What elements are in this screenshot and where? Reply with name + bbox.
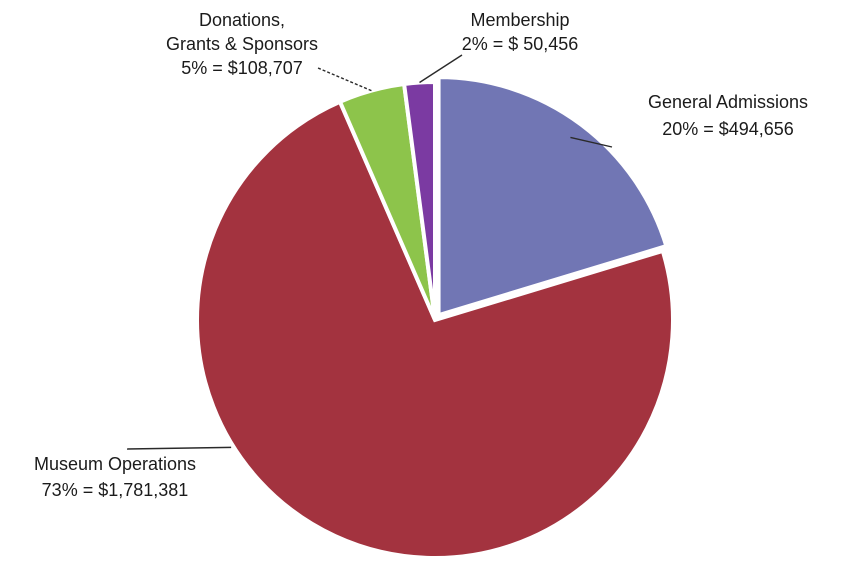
slice-label-line: 73% = $1,781,381 — [42, 480, 189, 500]
slice-label-line: Membership — [470, 10, 569, 30]
slice-label-line: 20% = $494,656 — [662, 119, 794, 139]
pie-slice-general-admissions — [436, 75, 669, 318]
leader-line-membership — [419, 54, 463, 84]
pie-slices — [195, 75, 675, 560]
slice-label-line: 2% = $ 50,456 — [462, 34, 579, 54]
slice-label-line: General Admissions — [648, 92, 808, 112]
slice-label-membership: Membership 2% = $ 50,456 — [462, 10, 579, 54]
slice-label-general-admissions: General Admissions 20% = $494,656 — [648, 92, 808, 139]
leader-line-donations-grants-sponsors — [317, 67, 372, 92]
slice-label-line: Museum Operations — [34, 454, 196, 474]
slice-labels: General Admissions 20% = $494,656 Museum O… — [34, 10, 808, 500]
slice-label-line: Grants & Sponsors — [166, 34, 318, 54]
leader-line-general-admissions — [570, 136, 613, 148]
pie-slice-museum-operations — [195, 99, 675, 560]
slice-label-line: 5% = $108,707 — [181, 58, 303, 78]
leader-line-museum-operations — [126, 446, 232, 450]
slice-label-donations-grants-sponsors: Donations, Grants & Sponsors 5% = $108,707 — [166, 10, 318, 78]
leader-lines — [126, 54, 613, 450]
slice-label-line: Donations, — [199, 10, 285, 30]
slice-label-museum-operations: Museum Operations 73% = $1,781,381 — [34, 454, 196, 500]
